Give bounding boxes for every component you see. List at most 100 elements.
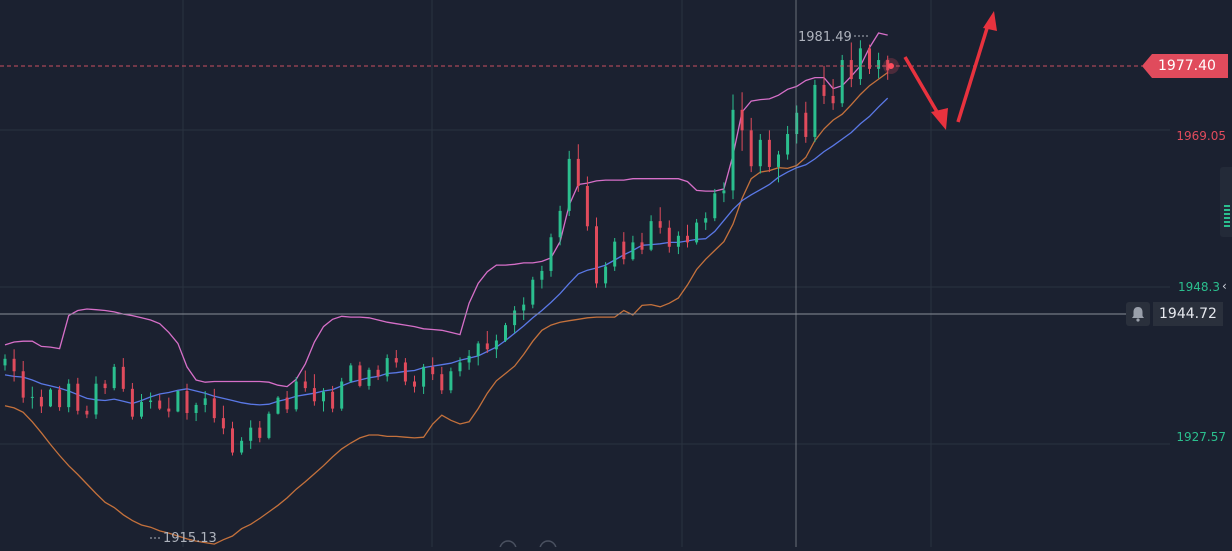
candle-body: [21, 371, 25, 398]
candle-body: [276, 397, 280, 414]
last-price-pulse-dot: [883, 58, 899, 74]
candle-body: [613, 241, 617, 267]
candle-body: [504, 325, 507, 341]
candle-body: [167, 408, 171, 412]
candle-body: [30, 396, 34, 398]
candle-body: [322, 391, 325, 402]
candle-body: [240, 440, 244, 453]
candle-body: [485, 343, 489, 350]
candle-body: [622, 241, 626, 260]
candle-body: [249, 427, 253, 441]
low-price-marker: 1915.13: [150, 531, 217, 546]
candle-body: [767, 139, 771, 167]
candle-body: [595, 226, 598, 284]
add-alert-button[interactable]: [1126, 302, 1150, 326]
candle-body: [149, 400, 153, 403]
candle-body: [740, 109, 744, 131]
candle-body: [3, 358, 7, 366]
candle-body: [385, 358, 389, 377]
candle-body: [840, 60, 844, 104]
candle-body: [777, 154, 780, 167]
middle-band-line: [4, 97, 889, 406]
candle-body: [731, 109, 735, 191]
candle-body: [567, 158, 571, 211]
candle-body: [12, 358, 16, 372]
candle-body: [868, 48, 871, 69]
candle-body: [221, 418, 225, 429]
candle-body: [431, 366, 435, 375]
candle-body: [349, 365, 353, 382]
candle-body: [795, 112, 799, 135]
candle-body: [67, 383, 71, 408]
candle-body: [130, 388, 134, 417]
candle-body: [476, 343, 480, 356]
candle-body: [686, 235, 689, 243]
candle-body: [358, 365, 362, 386]
crosshair-price-tag: 1944.72: [1153, 302, 1223, 326]
candle-body: [831, 95, 835, 104]
candle-body: [494, 340, 498, 350]
bollinger-lower-band: [4, 71, 889, 545]
candle-body: [858, 48, 862, 80]
candle-body: [658, 221, 662, 228]
candle-body: [103, 383, 107, 389]
candle-body: [49, 389, 52, 407]
candle-body: [522, 304, 526, 311]
candle-body: [667, 227, 671, 247]
candle-body: [822, 84, 826, 96]
candle-body: [394, 358, 398, 363]
candle-body: [76, 383, 80, 411]
price-axis-label: 1927.57: [1176, 430, 1226, 444]
candle-body: [813, 84, 817, 137]
candle-body: [540, 270, 544, 280]
candles: [3, 40, 890, 456]
candle-body: [640, 242, 644, 250]
lower-band-line: [4, 71, 889, 545]
candle-body: [604, 266, 608, 284]
grip-icon: [1224, 205, 1230, 229]
high-price-marker: 1981.49: [798, 30, 868, 45]
candle-body: [849, 60, 853, 80]
candle-body: [303, 381, 307, 389]
price-scale-handle[interactable]: [1220, 167, 1232, 237]
candle-body: [531, 279, 535, 305]
candle-body: [458, 362, 462, 372]
candle-body: [704, 218, 708, 223]
candle-body: [449, 371, 453, 391]
candle-body: [340, 381, 344, 409]
candle-body: [285, 397, 289, 410]
candle-body: [85, 410, 89, 415]
candle-body: [121, 366, 125, 389]
candle-body: [549, 237, 553, 271]
candle-body: [676, 235, 680, 247]
last-price-tag: 1977.40: [1142, 54, 1228, 78]
candle-body: [140, 402, 143, 417]
candle-body: [212, 398, 216, 419]
candle-body: [513, 310, 517, 326]
candle-body: [440, 374, 444, 391]
upper-band-line: [4, 32, 888, 388]
candle-body: [58, 389, 62, 408]
collapse-arrow-icon[interactable]: ‹: [1222, 279, 1227, 293]
candle-body: [267, 413, 271, 438]
candle-body: [749, 130, 753, 167]
candle-body: [367, 369, 371, 386]
bollinger-middle-band: [4, 97, 889, 406]
low-price-label: 1915.13: [163, 531, 217, 546]
bottom-scroll-controls[interactable]: [499, 540, 557, 551]
candle-body: [877, 60, 881, 69]
price-axis-label: 1969.05: [1176, 129, 1226, 143]
candle-body: [467, 355, 471, 363]
candle-body: [312, 388, 316, 402]
bollinger-upper-band: [4, 32, 888, 388]
bell-icon: [1132, 307, 1144, 322]
candle-body: [576, 158, 580, 186]
candle-body: [403, 362, 407, 382]
candle-body: [158, 400, 162, 409]
candle-body: [112, 366, 116, 389]
candle-body: [258, 427, 262, 438]
candle-body: [631, 242, 635, 260]
high-price-label: 1981.49: [798, 30, 852, 45]
candle-body: [39, 396, 43, 407]
